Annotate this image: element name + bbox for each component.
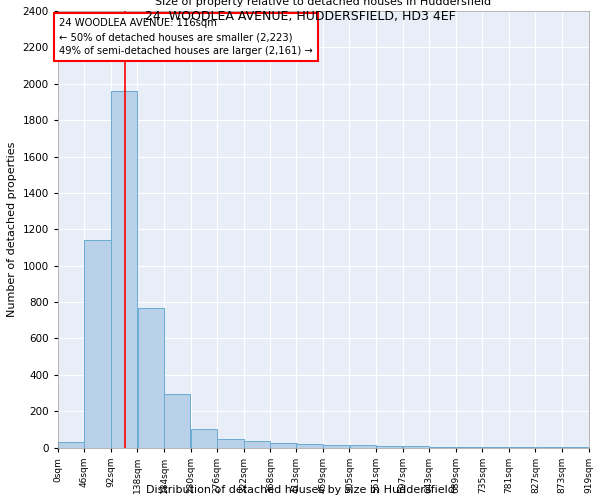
Bar — [482, 447, 509, 448]
Bar — [137, 308, 164, 448]
Bar — [350, 446, 376, 448]
Title: Size of property relative to detached houses in Huddersfield: Size of property relative to detached ho… — [155, 0, 491, 8]
Bar — [164, 394, 190, 448]
Bar — [456, 447, 482, 448]
Bar — [85, 240, 111, 448]
Bar — [58, 442, 84, 448]
Bar — [244, 442, 270, 448]
Bar — [403, 446, 429, 448]
Bar — [323, 445, 349, 448]
Bar — [429, 446, 455, 448]
Text: 24, WOODLEA AVENUE, HUDDERSFIELD, HD3 4EF: 24, WOODLEA AVENUE, HUDDERSFIELD, HD3 4E… — [145, 10, 455, 23]
Bar — [376, 446, 403, 448]
Bar — [191, 430, 217, 448]
Text: Distribution of detached houses by size in Huddersfield: Distribution of detached houses by size … — [146, 485, 454, 495]
Bar — [296, 444, 323, 448]
Y-axis label: Number of detached properties: Number of detached properties — [7, 142, 17, 317]
Text: 24 WOODLEA AVENUE: 116sqm
← 50% of detached houses are smaller (2,223)
49% of se: 24 WOODLEA AVENUE: 116sqm ← 50% of detac… — [59, 18, 313, 56]
Bar — [217, 440, 244, 448]
Bar — [111, 91, 137, 448]
Bar — [271, 443, 297, 448]
